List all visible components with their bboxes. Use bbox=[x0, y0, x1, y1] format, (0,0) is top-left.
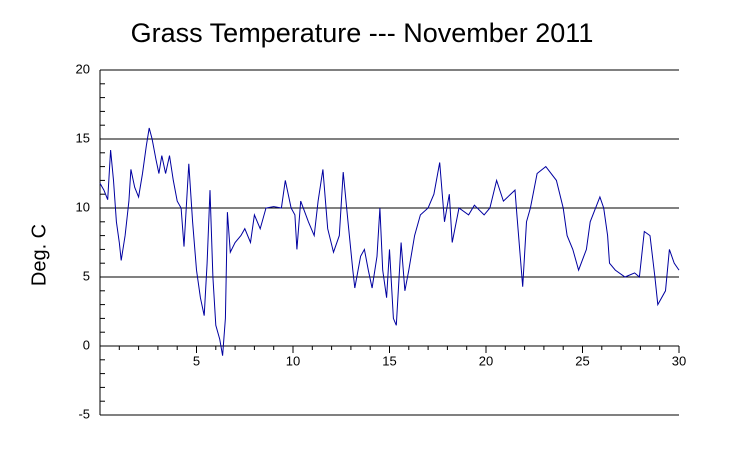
x-tick-label: 20 bbox=[479, 353, 493, 368]
y-tick-label: 15 bbox=[76, 130, 90, 145]
y-tick-label: 20 bbox=[76, 61, 90, 76]
x-tick-label: 15 bbox=[382, 353, 396, 368]
x-tick-label: 30 bbox=[672, 353, 686, 368]
y-tick-label: -5 bbox=[78, 406, 90, 421]
chart-title: Grass Temperature --- November 2011 bbox=[131, 18, 594, 48]
x-tick-label: 5 bbox=[193, 353, 200, 368]
line-series bbox=[99, 127, 680, 356]
x-tick-label: 10 bbox=[286, 353, 300, 368]
x-tick-label: 25 bbox=[575, 353, 589, 368]
y-axis-label: Deg. C bbox=[28, 224, 50, 286]
y-tick-label: 10 bbox=[76, 199, 90, 214]
y-tick-label: 5 bbox=[83, 268, 90, 283]
y-tick-label: 0 bbox=[83, 337, 90, 352]
